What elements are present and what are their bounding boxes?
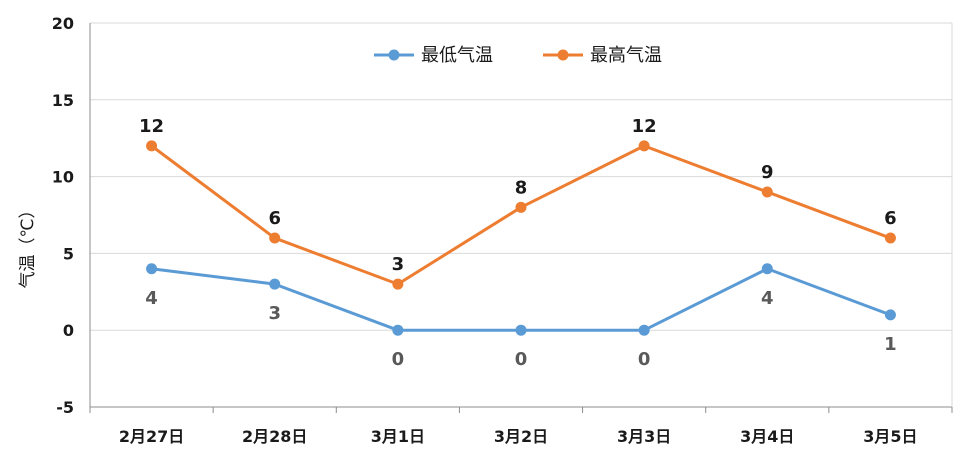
data-label-min: 4 — [145, 288, 158, 309]
data-label-max: 8 — [515, 177, 528, 198]
data-label-max: 6 — [268, 208, 281, 229]
x-tick-label: 2月28日 — [242, 427, 307, 446]
point-max — [392, 278, 404, 290]
data-label-max: 12 — [139, 116, 164, 137]
point-min — [638, 324, 650, 336]
y-tick-label: 5 — [63, 244, 74, 263]
y-tick-label: 10 — [52, 168, 74, 187]
point-max — [638, 140, 650, 152]
legend-label-max: 最高气温 — [590, 45, 662, 66]
point-max — [146, 140, 158, 152]
point-max — [269, 232, 281, 244]
data-labels: 4 3 0 0 0 4 1 12 6 3 8 12 9 6 — [139, 116, 897, 370]
point-max — [515, 201, 527, 213]
data-label-min: 4 — [761, 288, 774, 309]
point-min — [392, 324, 404, 336]
series — [146, 140, 896, 336]
x-tick-label: 2月27日 — [119, 427, 184, 446]
point-min — [146, 263, 158, 275]
data-label-max: 9 — [761, 162, 774, 183]
data-label-min: 0 — [638, 349, 651, 370]
point-max — [761, 186, 773, 198]
data-label-min: 1 — [884, 334, 897, 355]
y-axis-label: 气温（℃） — [18, 201, 38, 288]
x-tick-label: 3月5日 — [863, 427, 917, 446]
x-tick-label: 3月2日 — [494, 427, 548, 446]
y-tick-labels: -5 0 5 10 15 20 — [52, 14, 74, 417]
point-min — [515, 324, 527, 336]
x-tick-label: 3月1日 — [371, 427, 425, 446]
y-tick-label: 20 — [52, 14, 74, 33]
y-tick-label: 15 — [52, 91, 74, 110]
x-tick-label: 3月4日 — [740, 427, 794, 446]
series-line-max — [150, 144, 891, 286]
point-min — [884, 309, 896, 321]
data-label-max: 12 — [632, 116, 657, 137]
point-min — [761, 263, 773, 275]
legend-label-min: 最低气温 — [421, 45, 493, 66]
series-line-min — [151, 267, 891, 332]
point-max — [884, 232, 896, 244]
axes — [89, 23, 953, 413]
data-label-min: 0 — [515, 349, 528, 370]
data-label-max: 6 — [884, 208, 897, 229]
data-label-min: 3 — [268, 303, 281, 324]
data-label-min: 0 — [392, 349, 405, 370]
legend-item-min: 最低气温 — [374, 45, 493, 66]
legend: 最低气温 最高气温 — [374, 45, 662, 66]
data-label-max: 3 — [392, 254, 405, 275]
legend-marker-max — [557, 49, 569, 61]
y-tick-label: 0 — [63, 321, 74, 340]
legend-item-max: 最高气温 — [543, 45, 662, 66]
y-tick-label: -5 — [56, 398, 74, 417]
legend-marker-min — [388, 49, 400, 61]
x-tick-label: 3月3日 — [617, 427, 671, 446]
gridlines — [90, 22, 952, 331]
point-min — [269, 278, 281, 290]
x-tick-labels: 2月27日 2月28日 3月1日 3月2日 3月3日 3月4日 3月5日 — [119, 427, 918, 446]
